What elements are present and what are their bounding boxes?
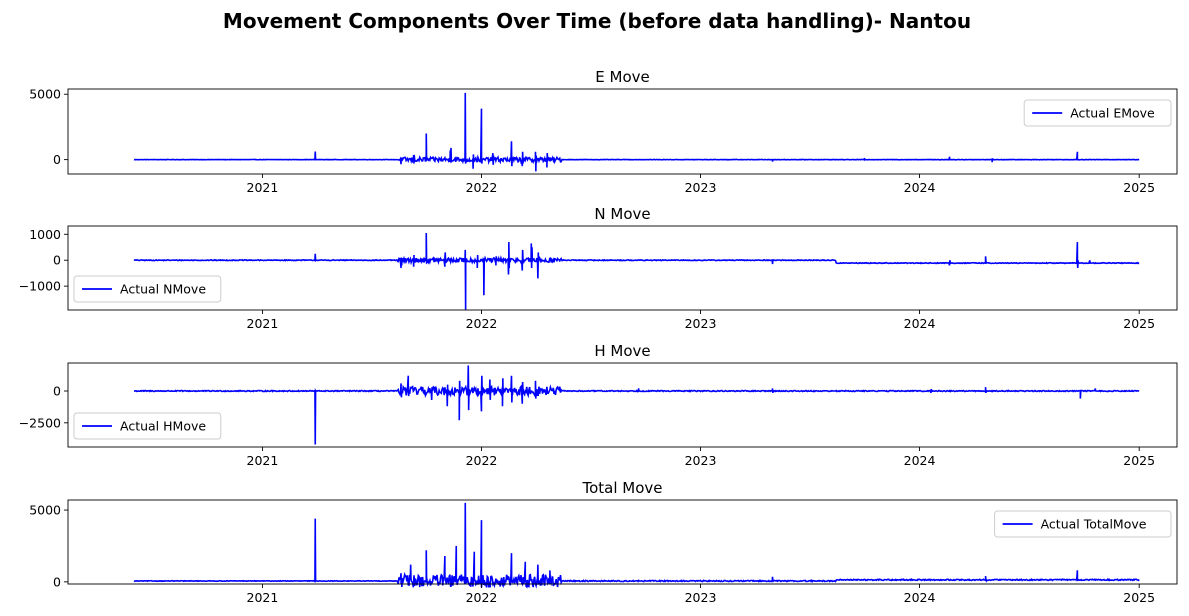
y-tick-label: 0 (53, 384, 61, 399)
panel-1: E Move 2021 2022 2023 2024 2025 0 5000 Actual EM… (29, 68, 1178, 195)
x-tick-label: 2022 (466, 590, 498, 605)
y-tick-label: 0 (53, 152, 61, 167)
legend: Actual HMove (73, 412, 222, 440)
x-tick-label: 2023 (685, 316, 717, 331)
legend: Actual EMove (1023, 99, 1172, 127)
series-line (133, 365, 1140, 445)
legend-box (73, 275, 222, 303)
panel-2: N Move 2021 2022 2023 2024 2025 −1000 0 1000 Actu… (19, 205, 1178, 331)
x-tick-label: 2025 (1123, 316, 1155, 331)
x-tick-label: 2023 (685, 180, 717, 195)
legend-box (1023, 99, 1172, 127)
legend: Actual TotalMove (994, 510, 1172, 538)
x-tick-label: 2023 (685, 453, 717, 468)
x-tick-label: 2021 (247, 453, 279, 468)
x-tick-label: 2024 (904, 316, 936, 331)
x-tick-label: 2024 (904, 453, 936, 468)
y-tick-label: 5000 (29, 503, 61, 518)
axes-frame (67, 362, 1178, 448)
legend-box (73, 412, 222, 440)
legend-label: Actual HMove (120, 419, 206, 434)
axes-frame (67, 225, 1178, 311)
x-tick-label: 2021 (247, 316, 279, 331)
x-tick-label: 2022 (466, 453, 498, 468)
series-line (133, 92, 1140, 172)
y-tick-label: −2500 (19, 415, 61, 430)
x-tick-label: 2024 (904, 590, 936, 605)
series-line (133, 502, 1140, 589)
legend-label: Actual EMove (1070, 106, 1155, 121)
legend-box (994, 510, 1172, 538)
y-tick-label: −1000 (19, 279, 61, 294)
legend: Actual NMove (73, 275, 222, 303)
x-tick-label: 2021 (247, 180, 279, 195)
x-tick-label: 2022 (466, 316, 498, 331)
x-tick-label: 2024 (904, 180, 936, 195)
y-tick-label: 0 (53, 574, 61, 589)
legend-label: Actual NMove (120, 282, 206, 297)
axes-frame (67, 499, 1178, 585)
series-line (133, 232, 1140, 310)
panel-title: E Move (595, 68, 649, 86)
x-tick-label: 2022 (466, 180, 498, 195)
x-tick-label: 2023 (685, 590, 717, 605)
axes-frame (67, 88, 1178, 175)
x-tick-label: 2025 (1123, 180, 1155, 195)
panel-4: Total Move 2021 2022 2023 2024 2025 0 5000 Actua… (29, 479, 1178, 605)
y-tick-label: 5000 (29, 87, 61, 102)
x-tick-label: 2025 (1123, 590, 1155, 605)
legend-label: Actual TotalMove (1041, 517, 1147, 532)
figure-title: Movement Components Over Time (before da… (223, 9, 971, 33)
y-tick-label: 1000 (29, 227, 61, 242)
x-tick-label: 2021 (247, 590, 279, 605)
panel-3: H Move 2021 2022 2023 2024 2025 −2500 0 Actual H… (19, 342, 1178, 468)
x-tick-label: 2025 (1123, 453, 1155, 468)
panel-title: N Move (594, 205, 650, 223)
panel-title: Total Move (581, 479, 662, 497)
panel-title: H Move (594, 342, 650, 360)
y-tick-label: 0 (53, 253, 61, 268)
